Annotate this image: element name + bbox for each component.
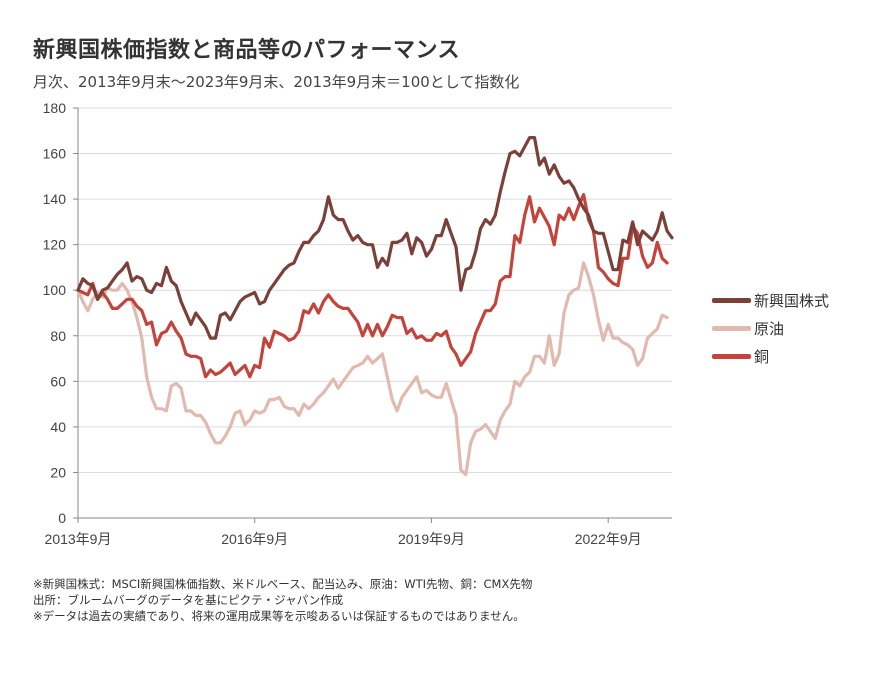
series-line-em-equity [76,136,674,340]
chart-title: 新興国株価指数と商品等のパフォーマンス [33,38,461,63]
footnote-disclaimer: ※データは過去の実績であり、将来の運用成果等を示唆あるいは保証するものではありま… [33,609,525,623]
y-tick-label: 0 [58,510,66,526]
series-lines [76,136,674,477]
y-tick-label: 40 [50,419,66,435]
legend-swatch [712,325,751,331]
legend-label: 銅 [754,347,770,366]
x-axis: 2013年9月 2016年9月 2019年9月 2022年9月 [45,517,672,547]
series-line-crude-oil [76,261,669,477]
series-line-copper [76,193,669,379]
y-tick-label: 60 [50,373,66,389]
y-tick-label: 120 [43,237,67,253]
y-tick-label: 160 [43,146,67,162]
y-tick-label: 140 [43,191,67,207]
footnotes: ※新興国株式：MSCI新興国株価指数、米ドルベース、配当込み、原油：WTI先物、… [33,576,532,624]
x-tick-label: 2022年9月 [575,531,642,547]
x-tick-label: 2016年9月 [221,531,288,547]
chart-subtitle: 月次、2013年9月末～2023年9月末、2013年9月末＝100として指数化 [33,73,520,91]
legend-item-crude-oil: 原油 [712,314,829,342]
y-axis: 0 20 40 60 80 100 120 140 160 180 [43,100,79,526]
y-tick-label: 100 [43,282,67,298]
footnote-source: 出所：ブルームバーグのデータを基にピクテ・ジャパン作成 [33,593,344,607]
legend: 新興国株式 原油 銅 [712,286,829,370]
gridlines [78,107,672,473]
x-tick-label: 2019年9月 [398,531,465,547]
y-tick-label: 180 [43,100,67,116]
legend-swatch [712,297,751,303]
legend-item-copper: 銅 [712,342,829,370]
footnote-definitions: ※新興国株式：MSCI新興国株価指数、米ドルベース、配当込み、原油：WTI先物、… [33,577,533,591]
legend-label: 新興国株式 [754,291,830,310]
legend-swatch [712,353,751,359]
legend-item-em-equity: 新興国株式 [712,286,829,314]
y-tick-label: 20 [50,464,66,480]
y-tick-label: 80 [50,328,66,344]
x-tick-label: 2013年9月 [45,531,112,547]
legend-label: 原油 [754,319,785,338]
